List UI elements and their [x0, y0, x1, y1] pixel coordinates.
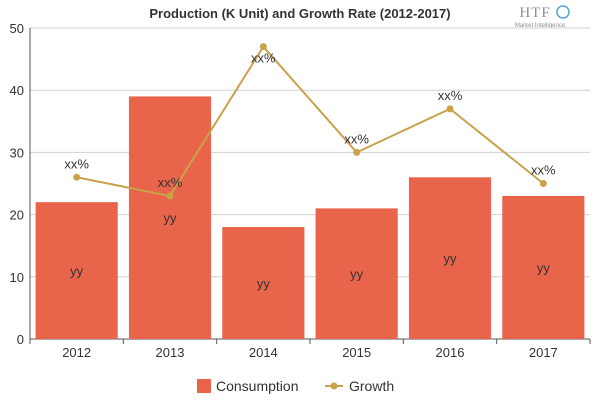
growth-line — [76, 44, 544, 198]
bar-labels: yy yy yy yy yy yy — [70, 211, 550, 291]
line-labels: xx% xx% xx% xx% xx% xx% — [64, 51, 556, 190]
y-axis: 0 10 20 30 40 50 — [10, 21, 24, 347]
logo-subtext: Market Intelligence — [515, 23, 566, 29]
bar — [502, 195, 585, 339]
growth-point — [446, 105, 454, 113]
y-tick-label: 10 — [10, 270, 24, 285]
growth-point — [73, 173, 81, 181]
legend: Consumption Growth — [197, 378, 394, 394]
bar-series — [35, 96, 585, 339]
legend-label-consumption: Consumption — [216, 378, 299, 394]
x-tick-label: 2012 — [62, 345, 91, 360]
line-series — [73, 43, 547, 200]
bar — [35, 202, 118, 339]
growth-data-label: xx% — [64, 156, 89, 171]
x-tick-label: 2015 — [342, 345, 371, 360]
growth-data-label: xx% — [251, 51, 276, 66]
growth-data-label: xx% — [438, 88, 463, 103]
bar-data-label: yy — [444, 251, 458, 266]
legend-label-growth: Growth — [349, 378, 394, 394]
y-tick-label: 30 — [10, 145, 24, 160]
bar — [128, 96, 212, 339]
x-axis: 2012 2013 2014 2015 2016 2017 — [29, 339, 591, 360]
chart-title: Production (K Unit) and Growth Rate (201… — [149, 6, 450, 21]
growth-data-label: xx% — [531, 163, 556, 178]
x-tick-label: 2017 — [529, 345, 558, 360]
bar-data-label: yy — [70, 264, 84, 279]
bar-data-label: yy — [164, 211, 178, 226]
bar — [408, 177, 492, 339]
x-tick-label: 2014 — [249, 345, 278, 360]
legend-marker-growth — [330, 382, 338, 390]
x-tick-label: 2016 — [436, 345, 465, 360]
legend-swatch-consumption — [197, 379, 211, 393]
bar — [222, 227, 305, 339]
bar-data-label: yy — [350, 267, 364, 282]
bar-data-label: yy — [537, 260, 551, 275]
growth-data-label: xx% — [158, 175, 183, 190]
logo-text: HTF — [519, 5, 550, 21]
bar — [315, 208, 398, 339]
y-tick-label: 0 — [17, 332, 24, 347]
growth-point — [259, 43, 267, 51]
bar-data-label: yy — [257, 276, 271, 291]
growth-data-label: xx% — [344, 131, 369, 146]
growth-point — [539, 180, 547, 187]
y-tick-label: 20 — [10, 208, 24, 223]
growth-point — [166, 192, 174, 200]
logo: HTF Market Intelligence — [515, 5, 570, 29]
growth-point — [353, 148, 361, 156]
globe-icon — [556, 5, 570, 19]
y-tick-label: 40 — [10, 83, 24, 98]
x-tick-label: 2013 — [156, 345, 185, 360]
y-tick-label: 50 — [10, 21, 24, 36]
